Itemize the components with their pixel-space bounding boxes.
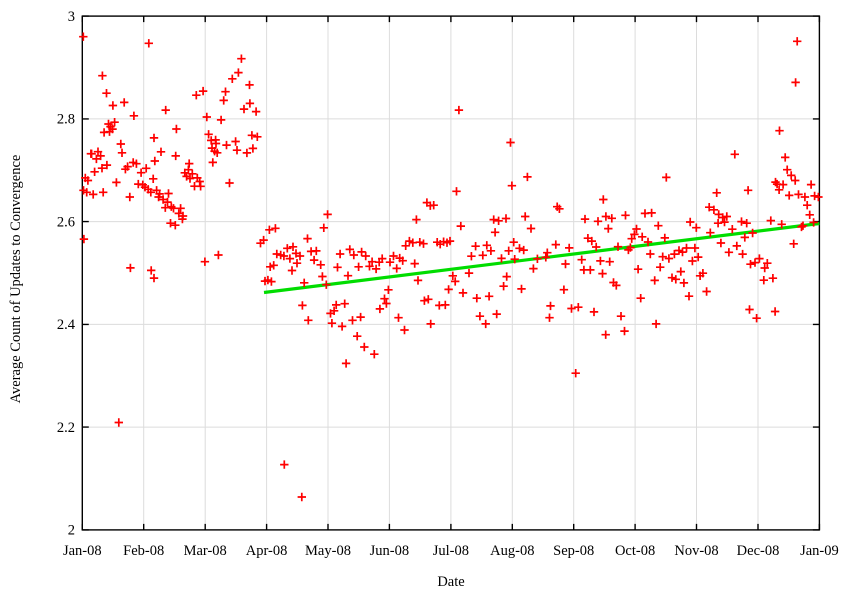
svg-text:Jan-08: Jan-08 [63, 543, 102, 559]
svg-text:2.4: 2.4 [57, 317, 76, 333]
svg-text:May-08: May-08 [305, 543, 351, 559]
svg-text:Average Count of Updates to Co: Average Count of Updates to Convergence [8, 155, 24, 404]
svg-text:Sep-08: Sep-08 [553, 543, 594, 559]
svg-text:Dec-08: Dec-08 [737, 543, 780, 559]
svg-text:2: 2 [68, 523, 75, 539]
svg-text:Mar-08: Mar-08 [184, 543, 227, 559]
svg-text:2.6: 2.6 [57, 214, 75, 230]
svg-text:Date: Date [437, 574, 464, 590]
svg-text:2.2: 2.2 [57, 420, 75, 436]
svg-text:3: 3 [68, 9, 75, 25]
svg-text:Apr-08: Apr-08 [246, 543, 288, 559]
svg-text:Jan-09: Jan-09 [800, 543, 839, 559]
svg-text:Jun-08: Jun-08 [370, 543, 409, 559]
svg-text:Nov-08: Nov-08 [674, 543, 718, 559]
svg-text:Oct-08: Oct-08 [615, 543, 655, 559]
svg-text:Feb-08: Feb-08 [123, 543, 164, 559]
svg-text:Jul-08: Jul-08 [433, 543, 469, 559]
svg-text:Aug-08: Aug-08 [490, 543, 534, 559]
svg-text:2.8: 2.8 [57, 112, 75, 128]
